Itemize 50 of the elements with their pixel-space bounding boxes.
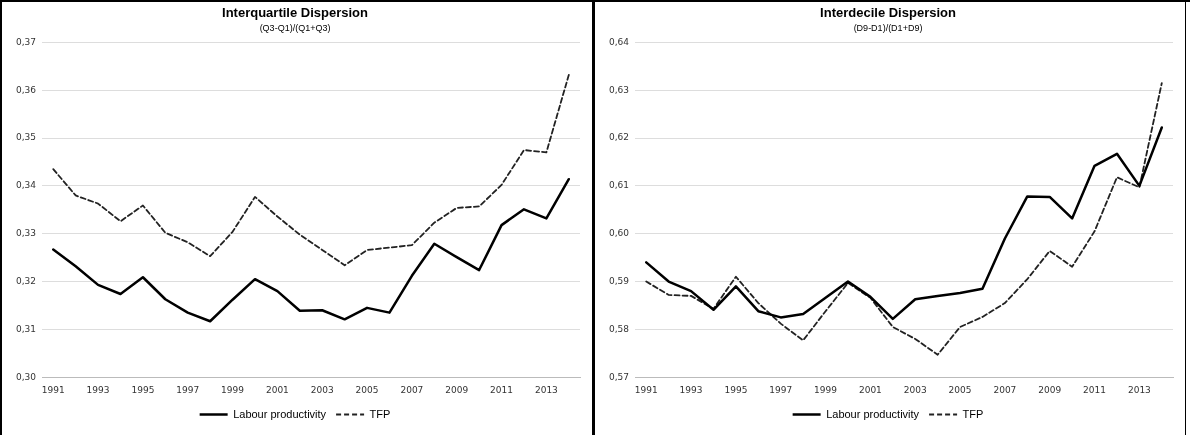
y-tick-label: 0,61 <box>608 180 630 191</box>
x-tick-label: 2003 <box>903 384 927 395</box>
y-tick-label: 0,32 <box>15 275 37 286</box>
x-tick-label: 1993 <box>679 384 703 395</box>
y-tick-label: 0,34 <box>15 180 37 191</box>
line-series <box>52 74 570 267</box>
y-tick-label: 0,57 <box>608 371 630 382</box>
x-tick-label: 2013 <box>1127 384 1151 395</box>
y-tick-label: 0,62 <box>608 132 630 143</box>
y-tick-label: 0,35 <box>15 132 37 143</box>
x-tick-label: 2007 <box>993 384 1017 395</box>
x-tick-label: 1997 <box>176 384 200 395</box>
x-tick-label: 1991 <box>41 384 65 395</box>
chart-subtitle: (Q3-Q1)/(Q1+Q3) <box>259 23 331 34</box>
chart-title: Interdecile Dispersion <box>820 5 956 21</box>
x-tick-label: 1999 <box>221 384 245 395</box>
x-tick-label: 2003 <box>310 384 334 395</box>
x-tick-label: 2001 <box>858 384 882 395</box>
y-tick-label: 0,59 <box>608 275 630 286</box>
x-tick-label: 2009 <box>1038 384 1062 395</box>
x-tick-label: 1995 <box>131 384 155 395</box>
y-tick-label: 0,63 <box>608 84 630 95</box>
x-tick-label: 2011 <box>490 384 513 395</box>
x-tick-label: 2005 <box>948 384 972 395</box>
legend-label: TFP <box>962 407 984 420</box>
y-tick-label: 0,64 <box>608 36 630 47</box>
y-tick-label: 0,58 <box>608 323 630 334</box>
x-tick-label: 1999 <box>814 384 838 395</box>
chart-subtitle: (D9-D1)/(D1+D9) <box>853 23 923 34</box>
x-tick-label: 1995 <box>724 384 748 395</box>
y-tick-label: 0,37 <box>15 36 37 47</box>
legend-label: Labour productivity <box>233 407 327 420</box>
x-tick-label: 1993 <box>86 384 110 395</box>
y-tick-label: 0,36 <box>15 84 37 95</box>
line-series <box>645 82 1163 356</box>
x-tick-label: 2009 <box>445 384 469 395</box>
x-tick-label: 2001 <box>265 384 289 395</box>
x-tick-label: 2005 <box>355 384 379 395</box>
y-tick-label: 0,31 <box>15 323 37 334</box>
legend-label: Labour productivity <box>826 407 920 420</box>
y-tick-label: 0,30 <box>15 371 37 382</box>
y-tick-label: 0,60 <box>608 228 630 239</box>
x-tick-label: 2011 <box>1083 384 1106 395</box>
x-tick-label: 1991 <box>634 384 658 395</box>
x-tick-label: 2007 <box>400 384 424 395</box>
chart-title: Interquartile Dispersion <box>222 5 369 21</box>
x-tick-label: 2013 <box>534 384 558 395</box>
legend-label: TFP <box>369 407 391 420</box>
y-tick-label: 0,33 <box>15 228 37 239</box>
x-tick-label: 1997 <box>769 384 793 395</box>
